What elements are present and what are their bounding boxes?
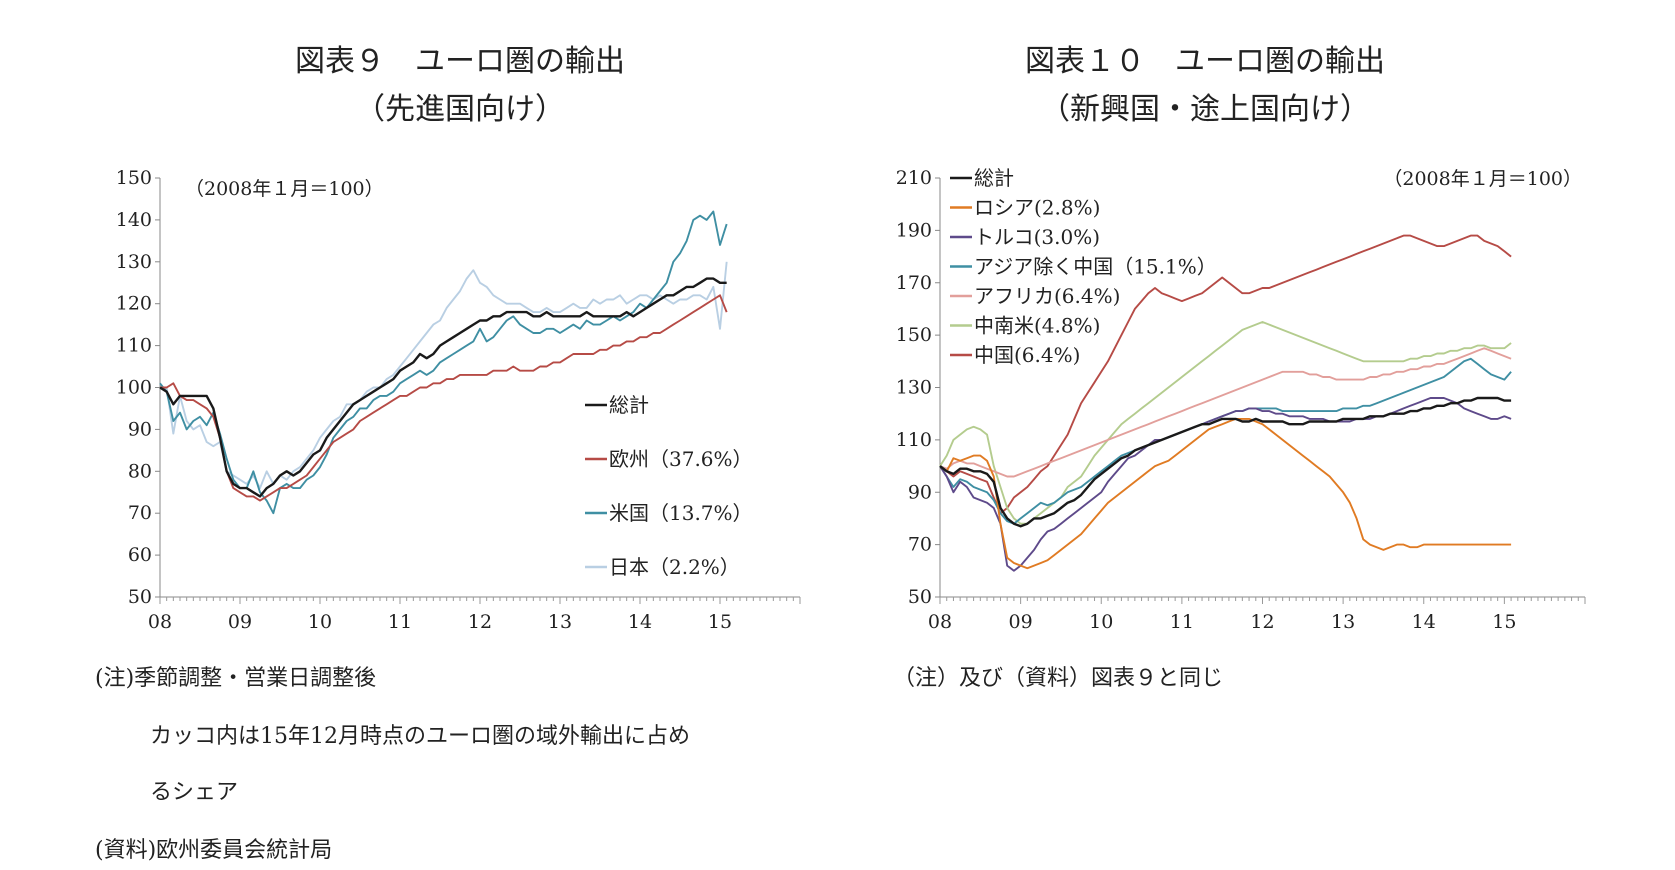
chart1-y-tick-label: 80: [128, 460, 152, 482]
chart1-x-tick-label: 08: [148, 611, 172, 633]
chart1-y-tick-label: 70: [128, 502, 152, 524]
chart1-y-tick-label: 150: [116, 167, 152, 189]
note-left-1: (注)季節調整・営業日調整後: [95, 664, 376, 694]
chart1-legend-label: 総計: [609, 393, 649, 417]
chart1-x-tick-label: 09: [228, 611, 252, 633]
chart1-legend-label: 日本（2.2%）: [609, 555, 740, 579]
chart1-y-tick-label: 110: [116, 335, 152, 357]
chart1-x-tick-label: 14: [628, 611, 652, 633]
note-left-3: るシェア: [150, 778, 238, 808]
chart1-y-tick-label: 90: [128, 418, 152, 440]
chart1-annotation: （2008年１月＝100）: [185, 178, 384, 200]
chart1-y-tick-label: 100: [116, 377, 152, 399]
chart1-legend-label: 米国（13.7%）: [609, 501, 753, 525]
chart1-y-tick-label: 140: [116, 209, 152, 231]
chart1-y-tick-label: 130: [116, 251, 152, 273]
chart1-x-tick-label: 11: [388, 611, 412, 633]
note-left-4: (資料)欧州委員会統計局: [95, 836, 332, 866]
chart1-x-tick-label: 12: [468, 611, 492, 633]
chart1-x-tick-label: 13: [548, 611, 572, 633]
chart1-x-tick-label: 15: [708, 611, 732, 633]
note-left-2: カッコ内は15年12月時点のユーロ圏の域外輸出に占め: [150, 722, 690, 752]
chart1-y-tick-label: 50: [128, 586, 152, 608]
chart1-x-tick-label: 10: [308, 611, 332, 633]
note-right-1: （注）及び（資料）図表９と同じ: [893, 664, 1223, 694]
chart1-legend-label: 欧州（37.6%）: [609, 447, 753, 471]
chart1-y-tick-label: 60: [128, 544, 152, 566]
chart1-y-tick-label: 120: [116, 293, 152, 315]
